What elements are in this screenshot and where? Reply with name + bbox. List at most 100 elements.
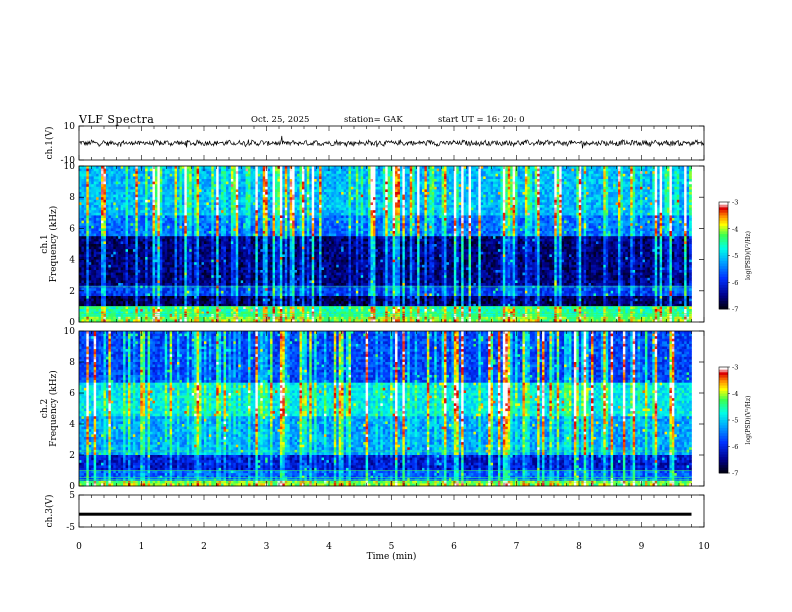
ch1-spectrogram-cell: [172, 221, 175, 224]
ch1-spectrogram-cell: [268, 288, 271, 291]
ch1-spectrogram-cell: [157, 236, 160, 239]
ch1-spectrogram-cell: [233, 182, 236, 185]
ch1-spectrogram-cell: [206, 182, 209, 185]
ch1-spectrogram-cell: [84, 273, 87, 276]
ch1-spectrogram-cell: [255, 278, 258, 281]
ch1-spectrogram-cell: [231, 171, 234, 174]
ch1-spectrogram-cell: [233, 239, 236, 242]
ch1-spectrogram-cell: [192, 301, 195, 304]
ch1-spectrogram-cell: [177, 306, 180, 309]
ch1-spectrogram-cell: [265, 231, 268, 234]
ch1-spectrogram-cell: [231, 192, 234, 195]
ch1-spectrogram-cell: [275, 299, 278, 302]
ch1-spectrogram-cell: [194, 254, 197, 257]
ch1-spectrogram-cell: [81, 247, 84, 250]
ch1-spectrogram-cell: [86, 291, 89, 294]
ch1-spectrogram-cell: [226, 215, 229, 218]
ch1-spectrogram-cell: [162, 221, 165, 224]
ch1-spectrogram-cell: [226, 221, 229, 224]
ch1-spectrogram-cell: [167, 182, 170, 185]
ch1-spectrogram-cell: [255, 208, 258, 211]
ch1-spectrogram-cell: [111, 241, 114, 244]
ch1-spectrogram-cell: [236, 228, 239, 231]
ch1-spectrogram-cell: [260, 223, 263, 226]
ch1-spectrogram-cell: [108, 221, 111, 224]
ch1-spectrogram-cell: [209, 171, 212, 174]
ch1-spectrogram-cell: [138, 283, 141, 286]
ch1-spectrogram-cell: [175, 252, 178, 255]
ch1-spectrogram-cell: [270, 189, 273, 192]
ch1-spectrogram-cell: [211, 267, 214, 270]
ch1-spectrogram-cell: [123, 254, 126, 257]
ch1-spectrogram-cell: [162, 270, 165, 273]
ch1-spectrogram-cell: [145, 291, 148, 294]
ch1-spectrogram-cell: [172, 262, 175, 265]
ch1-spectrogram-cell: [138, 260, 141, 263]
ch1-spectrogram-cell: [116, 189, 119, 192]
ch1-spectrogram-cell: [228, 249, 231, 252]
ch1-spectrogram-cell: [108, 239, 111, 242]
ch1-spectrogram-cell: [167, 299, 170, 302]
ch1-spectrogram-cell: [214, 176, 217, 179]
ch1-spectrogram-cell: [214, 215, 217, 218]
ch1-spectrogram-cell: [91, 226, 94, 229]
ch1-spectrogram-cell: [216, 176, 219, 179]
ch1-spectrogram-cell: [81, 309, 84, 312]
ch1-spectrogram-cell: [255, 200, 258, 203]
ch1-spectrogram-cell: [170, 265, 173, 268]
ch1-spectrogram-cell: [140, 249, 143, 252]
ch1-spectrogram-cell: [228, 182, 231, 185]
ch1-spectrogram-cell: [113, 252, 116, 255]
ch1-spectrogram-cell: [255, 291, 258, 294]
ch1-spectrogram-cell: [219, 249, 222, 252]
ch1-spectrogram-cell: [118, 291, 121, 294]
ch1-spectrogram-cell: [184, 236, 187, 239]
ch1-spectrogram-cell: [94, 275, 97, 278]
ch1-spectrogram-cell: [246, 208, 249, 211]
ch1-spectrogram-cell: [248, 306, 251, 309]
ch1-spectrogram-cell: [226, 309, 229, 312]
ch1-spectrogram-cell: [138, 171, 141, 174]
ch1-spectrogram-cell: [253, 247, 256, 250]
ch1-spectrogram-cell: [140, 293, 143, 296]
ch1-spectrogram-cell: [128, 265, 131, 268]
ch1-spectrogram-cell: [155, 223, 158, 226]
ch1-spectrogram-cell: [130, 234, 133, 237]
ch1-spectrogram-cell: [167, 236, 170, 239]
ch1-spectrogram-cell: [165, 182, 168, 185]
ch1-spectrogram-cell: [206, 166, 209, 169]
ch1-spectrogram-cell: [133, 299, 136, 302]
ch1-spectrogram-cell: [175, 273, 178, 276]
ch1-spectrogram-cell: [172, 231, 175, 234]
ch1-spectrogram-cell: [133, 249, 136, 252]
ch1-spectrogram-cell: [150, 244, 153, 247]
ch1-spectrogram-cell: [216, 205, 219, 208]
ch1-spectrogram-cell: [170, 215, 173, 218]
ch1-spectrogram-cell: [145, 270, 148, 273]
ch1-spectrogram-cell: [165, 176, 168, 179]
ch1-spectrogram-cell: [187, 169, 190, 172]
ch1-spectrogram-cell: [253, 221, 256, 224]
ch1-spectrogram-cell: [206, 283, 209, 286]
ch1-spectrogram-cell: [202, 236, 205, 239]
ch1-spectrogram-cell: [162, 200, 165, 203]
ch1-spectrogram-cell: [91, 195, 94, 198]
ch1-spectrogram-cell: [231, 223, 234, 226]
ch1-spectrogram-cell: [162, 239, 165, 242]
ch1-spectrogram-cell: [86, 205, 89, 208]
ch1-spectrogram-cell: [197, 221, 200, 224]
ch1-spectrogram-cell: [86, 236, 89, 239]
ch1-spectrogram-cell: [226, 236, 229, 239]
ch1-spectrogram-cell: [214, 174, 217, 177]
ch1-spectrogram-cell: [265, 283, 268, 286]
ch1-spectrogram-cell: [104, 278, 107, 281]
ch1-spectrogram-cell: [216, 202, 219, 205]
ch1-spectrogram-cell: [89, 288, 92, 291]
ch1-spectrogram-cell: [123, 228, 126, 231]
ch1-waveform-ytick-label: 10: [64, 122, 76, 132]
ch1-spectrogram-cell: [118, 176, 121, 179]
ch1-spectrogram-cell: [238, 184, 241, 187]
ch1-spectrogram-cell: [84, 205, 87, 208]
ch1-spectrogram-cell: [130, 236, 133, 239]
ch1-spectrogram-cell: [184, 239, 187, 242]
